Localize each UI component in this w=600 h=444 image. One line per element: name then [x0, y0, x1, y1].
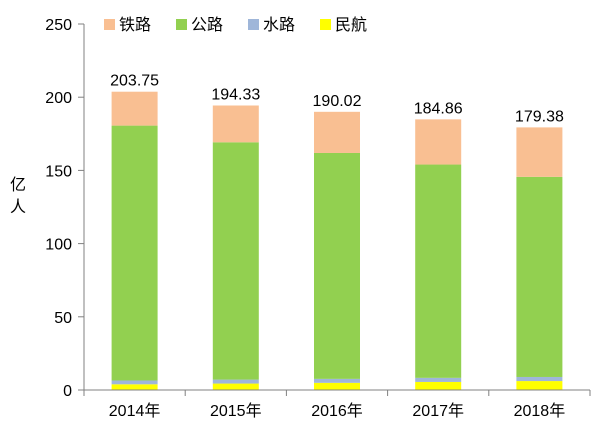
x-tick-label: 2017年: [412, 402, 464, 420]
legend-swatch: [248, 19, 259, 30]
bar-segment: [111, 91, 158, 126]
bar-total-label: 194.33: [211, 87, 260, 104]
bar-segment: [415, 381, 462, 390]
y-tick-label: 150: [45, 163, 72, 180]
bar-segment: [314, 382, 360, 390]
y-tick-label: 100: [45, 237, 72, 254]
bar-stack: 194.33: [211, 87, 260, 390]
y-tick-label: 50: [54, 310, 72, 327]
legend-item: 铁路: [104, 16, 151, 34]
legend-item: 水路: [248, 16, 295, 34]
y-axis: 0 50 100 150 200 250: [45, 17, 85, 400]
y-tick-label: 200: [45, 90, 72, 107]
legend-item: 民航: [320, 16, 367, 34]
bar-segment: [415, 164, 462, 378]
bar-segment: [415, 377, 462, 382]
bars: 203.75 194.33 190.02 184.86 179.38: [110, 73, 564, 390]
bar-stack: 203.75: [110, 73, 159, 390]
y-axis-label: 亿人: [10, 176, 26, 216]
y-tick-label: 250: [45, 17, 72, 34]
x-axis: 2014年 2015年 2016年 2017年 2018年: [83, 389, 591, 420]
legend-swatch: [176, 19, 187, 30]
legend-item: 公路: [176, 16, 223, 34]
bar-segment: [516, 176, 563, 377]
bar-total-label: 190.02: [313, 93, 362, 110]
bar-segment: [111, 125, 158, 381]
bar-stack: 184.86: [414, 100, 463, 390]
bar-segment: [111, 384, 158, 390]
legend-label: 公路: [191, 16, 223, 34]
legend: 铁路 公路 水路 民航: [104, 16, 367, 34]
x-tick-label: 2018年: [514, 402, 566, 420]
bar-segment: [516, 376, 563, 382]
bar-segment: [516, 127, 563, 177]
x-tick-label: 2014年: [109, 402, 161, 420]
bar-segment: [314, 378, 360, 383]
legend-swatch: [320, 19, 331, 30]
legend-label: 铁路: [119, 16, 151, 34]
legend-swatch: [104, 19, 115, 30]
bar-total-label: 184.86: [414, 100, 463, 117]
bar-segment: [516, 381, 563, 390]
bar-total-label: 203.75: [110, 73, 159, 90]
bar-segment: [212, 383, 259, 390]
x-tick-label: 2016年: [311, 402, 363, 420]
bar-segment: [212, 379, 259, 384]
bar-stack: 190.02: [313, 93, 362, 390]
bar-segment: [314, 152, 360, 379]
bar-segment: [212, 142, 259, 380]
bar-segment: [111, 380, 158, 385]
legend-label: 水路: [263, 16, 295, 34]
bar-segment: [415, 119, 462, 165]
bar-segment: [314, 111, 360, 153]
legend-label: 民航: [335, 16, 367, 34]
x-tick-label: 2015年: [210, 402, 262, 420]
bar-stack: 179.38: [515, 108, 564, 390]
bar-segment: [212, 105, 259, 143]
bar-total-label: 179.38: [515, 108, 564, 125]
y-tick-label: 0: [63, 383, 72, 400]
